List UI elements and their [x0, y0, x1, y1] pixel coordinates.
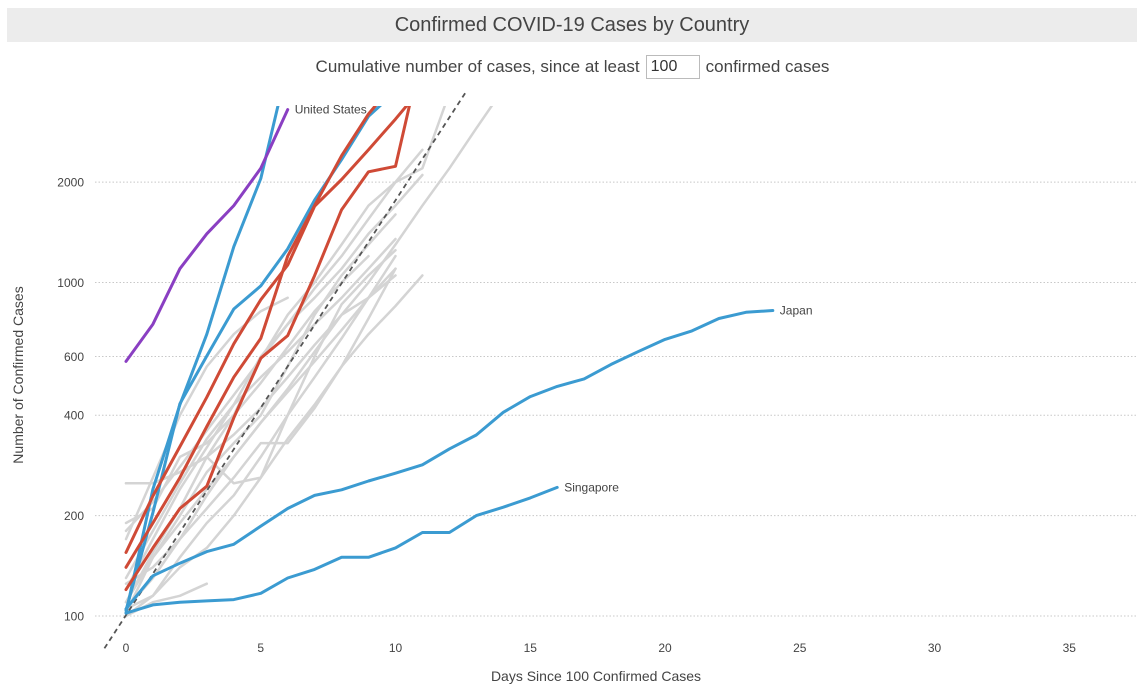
x-tick-label: 30	[928, 641, 942, 655]
y-tick-label: 2000	[57, 176, 84, 190]
subtitle-prefix: Cumulative number of cases, since at lea…	[315, 57, 640, 76]
y-tick-label: 1000	[57, 276, 84, 290]
x-tick-label: 15	[524, 641, 538, 655]
x-tick-label: 35	[1063, 641, 1077, 655]
series-line-other-country	[124, 267, 397, 585]
series-line-other-country	[124, 248, 397, 485]
series-line-china	[124, 106, 280, 615]
background-series-layer	[124, 106, 494, 618]
series-line-italy	[124, 106, 409, 554]
series-line-spain	[124, 106, 378, 569]
axis-layer: 1002004006001000200040006000100002000040…	[57, 16, 1077, 655]
y-tick-label: 100	[64, 610, 84, 624]
series-line-other-country	[124, 237, 397, 580]
series-line-united-states	[124, 108, 290, 363]
series-line-other-country	[124, 296, 289, 541]
y-axis-title: Number of Confirmed Cases	[10, 286, 26, 463]
series-line-other-country	[124, 274, 424, 618]
subtitle-row: Cumulative number of cases, since at lea…	[0, 52, 1145, 82]
series-line-iran	[124, 106, 411, 592]
series-line-other-country	[124, 173, 424, 591]
series-line-other-country	[124, 213, 397, 615]
series-line-other-country	[124, 148, 424, 533]
series-line-south-korea	[124, 106, 382, 612]
y-tick-label: 200	[64, 509, 84, 523]
threshold-input[interactable]	[645, 55, 700, 79]
x-tick-label: 25	[793, 641, 807, 655]
series-line-other-country	[124, 106, 447, 604]
series-line-japan	[124, 309, 775, 611]
highlight-series-layer: ChinaSouth KoreaJapanSingaporeItalyIranS…	[124, 103, 813, 615]
growth-line-layer: 33% Growth Line	[103, 0, 527, 649]
series-line-other-country	[124, 106, 494, 611]
series-label-united-states: United States	[295, 103, 367, 117]
page-title: Confirmed COVID-19 Cases by Country	[394, 13, 750, 36]
y-tick-label: 400	[64, 409, 84, 423]
x-tick-label: 0	[123, 641, 130, 655]
subtitle-suffix: confirmed cases	[705, 57, 830, 76]
cases-chart: 33% Growth Line ChinaSouth KoreaJapanSin…	[10, 0, 1138, 684]
title-bar: Confirmed COVID-19 Cases by Country	[7, 8, 1137, 42]
series-line-singapore	[124, 485, 559, 615]
x-tick-label: 10	[389, 641, 403, 655]
series-line-other-country	[124, 254, 397, 611]
growth-reference-line	[103, 0, 527, 649]
series-label-singapore: Singapore	[564, 480, 619, 494]
x-tick-label: 20	[658, 641, 672, 655]
y-tick-label: 600	[64, 350, 84, 364]
series-label-japan: Japan	[780, 304, 813, 318]
x-axis-title: Days Since 100 Confirmed Cases	[491, 668, 701, 684]
x-tick-label: 5	[257, 641, 264, 655]
